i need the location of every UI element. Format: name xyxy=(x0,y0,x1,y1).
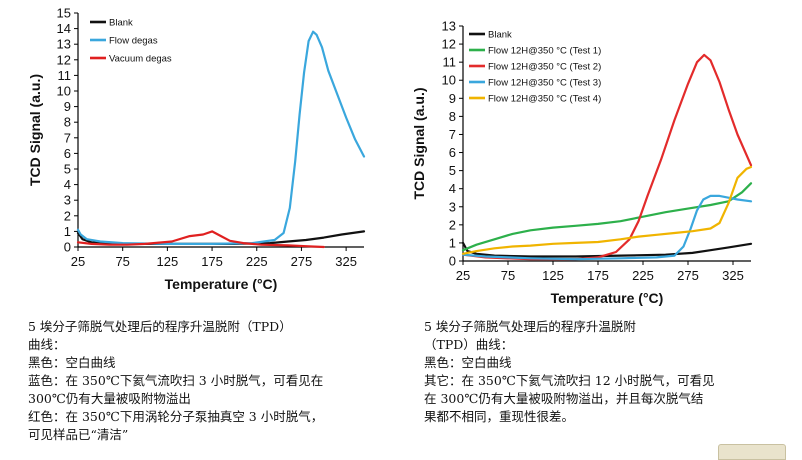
y-tick-label: 7 xyxy=(449,127,456,142)
y-tick-label: 2 xyxy=(64,208,71,223)
caption-left-line: 300℃仍有大量被吸附物溢出 xyxy=(28,391,191,406)
x-axis-label: Temperature (°C) xyxy=(551,290,664,306)
legend-label-2: Flow degas xyxy=(109,36,158,47)
series-line-5 xyxy=(461,165,753,255)
x-tick-label: 175 xyxy=(587,268,609,283)
y-tick-label: 8 xyxy=(64,115,71,130)
caption-right-line: 黑色：空白曲线 xyxy=(424,355,512,370)
y-tick-label: 11 xyxy=(58,68,72,83)
y-tick-label: 2 xyxy=(449,217,456,232)
y-axis-label: TCD Signal (a.u.) xyxy=(411,88,427,200)
series-line-2 xyxy=(461,182,753,252)
y-tick-label: 8 xyxy=(449,109,456,124)
y-tick-label: 10 xyxy=(442,73,456,88)
y-tick-label: 1 xyxy=(449,235,456,250)
caption-left-line: 蓝色：在 350℃下氦气流吹扫 3 小时脱气，可看见在 xyxy=(28,373,324,388)
x-tick-label: 25 xyxy=(456,268,470,283)
caption-right: 5 埃分子筛脱气处理后的程序升温脱附 （TPD）曲线： 黑色：空白曲线 其它：在… xyxy=(424,318,764,426)
y-tick-label: 4 xyxy=(64,177,71,192)
y-tick-label: 13 xyxy=(442,19,456,34)
x-tick-label: 225 xyxy=(632,268,654,283)
caption-left-line: 红色：在 350℃下用涡轮分子泵抽真空 3 小时脱气， xyxy=(28,409,324,424)
y-tick-label: 4 xyxy=(449,181,456,196)
y-tick-label: 5 xyxy=(64,162,71,177)
x-tick-label: 275 xyxy=(291,254,313,269)
y-tick-label: 0 xyxy=(64,240,71,255)
y-tick-label: 0 xyxy=(449,254,456,269)
caption-left-line: 黑色：空白曲线 xyxy=(28,355,116,370)
x-tick-label: 175 xyxy=(201,254,223,269)
y-tick-label: 15 xyxy=(57,6,71,21)
x-axis-label: Temperature (°C) xyxy=(165,276,278,292)
caption-left-line: 可见样品已“清洁” xyxy=(28,427,129,442)
x-tick-label: 325 xyxy=(722,268,744,283)
page-corner-tab xyxy=(718,444,786,460)
caption-right-line: 5 埃分子筛脱气处理后的程序升温脱附 xyxy=(424,319,636,334)
x-tick-label: 75 xyxy=(115,254,129,269)
y-tick-label: 6 xyxy=(64,146,71,161)
series-line-2 xyxy=(76,30,366,245)
y-tick-label: 3 xyxy=(449,199,456,214)
legend-label-2: Flow 12H@350 °C (Test 1) xyxy=(488,46,601,57)
series-line-3 xyxy=(76,230,325,249)
caption-right-line: 果都不相同，重现性很差。 xyxy=(424,409,575,424)
y-tick-label: 5 xyxy=(449,163,456,178)
caption-left-line: 曲线： xyxy=(28,337,66,352)
caption-left-line: 5 埃分子筛脱气处理后的程序升温脱附（TPD） xyxy=(28,319,292,334)
series-line-4 xyxy=(461,194,753,261)
x-tick-label: 325 xyxy=(335,254,357,269)
x-tick-label: 275 xyxy=(677,268,699,283)
x-tick-label: 75 xyxy=(501,268,515,283)
y-tick-label: 11 xyxy=(443,55,457,70)
y-tick-label: 10 xyxy=(57,84,71,99)
y-tick-label: 9 xyxy=(449,91,456,106)
legend-label-3: Vacuum degas xyxy=(109,54,172,65)
y-tick-label: 1 xyxy=(64,224,71,239)
caption-left: 5 埃分子筛脱气处理后的程序升温脱附（TPD） 曲线： 黑色：空白曲线 蓝色：在… xyxy=(28,318,388,444)
y-tick-label: 6 xyxy=(449,145,456,160)
legend-label-1: Blank xyxy=(488,30,512,41)
y-tick-label: 12 xyxy=(57,52,71,67)
y-tick-label: 7 xyxy=(64,130,71,145)
x-tick-label: 125 xyxy=(157,254,179,269)
legend-label-5: Flow 12H@350 °C (Test 4) xyxy=(488,94,601,105)
caption-right-line: 其它：在 350℃下氦气流吹扫 12 小时脱气，可看见 xyxy=(424,373,715,388)
y-tick-label: 14 xyxy=(57,21,71,36)
legend-label-3: Flow 12H@350 °C (Test 2) xyxy=(488,62,601,73)
legend-label-4: Flow 12H@350 °C (Test 3) xyxy=(488,78,601,89)
x-tick-label: 25 xyxy=(71,254,85,269)
y-tick-label: 12 xyxy=(442,37,456,52)
y-axis-label: TCD Signal (a.u.) xyxy=(27,74,43,186)
series-line-1 xyxy=(461,241,753,258)
x-tick-label: 225 xyxy=(246,254,268,269)
y-tick-label: 3 xyxy=(64,193,71,208)
legend-label-1: Blank xyxy=(109,18,133,29)
caption-right-line: 在 300℃仍有大量被吸附物溢出，并且每次脱气结 xyxy=(424,391,704,406)
x-tick-label: 125 xyxy=(542,268,564,283)
y-tick-label: 13 xyxy=(57,37,71,52)
caption-right-line: （TPD）曲线： xyxy=(424,337,514,352)
y-tick-label: 9 xyxy=(64,99,71,114)
